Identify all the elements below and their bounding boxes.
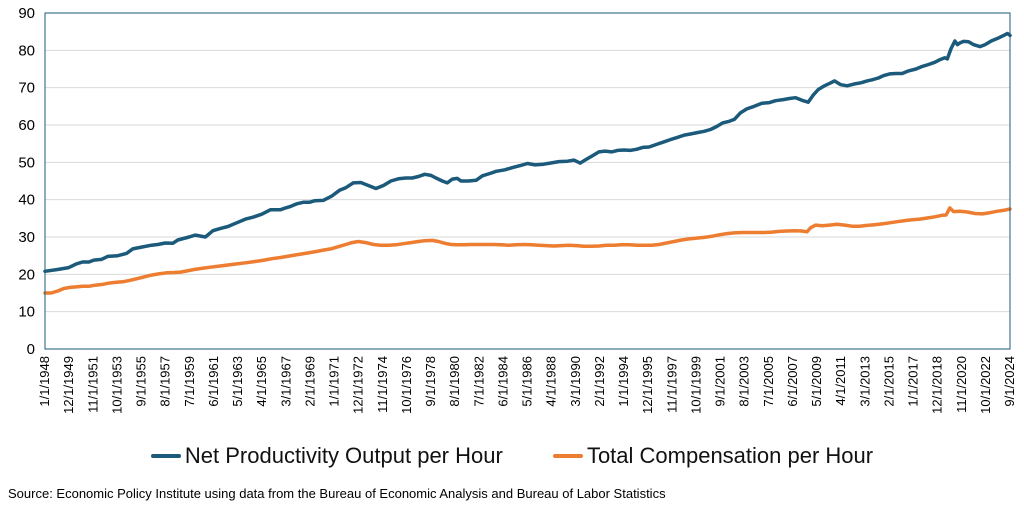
y-tick-label: 60 [18, 117, 35, 134]
x-tick-label: 10/1/1976 [399, 356, 414, 414]
x-tick-label: 12/1/1949 [61, 356, 76, 414]
series-layer [43, 31, 1012, 295]
x-tick-label: 4/1/1965 [254, 356, 269, 407]
y-axis: 0 10 20 30 40 50 60 70 80 90 [18, 5, 35, 358]
x-tick-label: 11/1/1974 [375, 356, 390, 413]
x-tick-label: 1/1/1948 [37, 356, 52, 407]
x-tick-label: 3/1/1990 [568, 356, 583, 407]
x-tick-label: 2/1/2015 [881, 356, 896, 407]
y-tick-label: 30 [18, 229, 35, 246]
x-tick-label: 8/1/1980 [447, 356, 462, 407]
x-tick-label: 7/1/1982 [471, 356, 486, 407]
x-tick-label: 7/1/2005 [761, 356, 776, 407]
x-tick-label: 6/1/1984 [495, 356, 510, 407]
source-note: Source: Economic Policy Institute using … [8, 486, 666, 501]
x-tick-label: 6/1/2007 [785, 356, 800, 407]
y-tick-label: 90 [18, 5, 35, 22]
legend-item-compensation: Total Compensation per Hour [552, 443, 874, 469]
legend-swatch-productivity [150, 454, 181, 458]
y-tick-label: 0 [27, 341, 35, 358]
x-tick-label: 7/1/1959 [182, 356, 197, 407]
x-tick-label: 5/1/1963 [230, 356, 245, 407]
x-tick-label: 11/1/1997 [664, 356, 679, 413]
x-tick-label: 10/1/1999 [688, 356, 703, 414]
y-tick-label: 20 [18, 266, 35, 283]
x-tick-label: 8/1/2003 [737, 356, 752, 407]
x-tick-label: 5/1/2009 [809, 356, 824, 407]
x-tick-label: 10/1/1953 [109, 356, 124, 414]
line-chart: 0 10 20 30 40 50 60 70 80 90 1/1/1948 12/1/1949 11/… [18, 5, 1017, 414]
x-tick-label: 10/1/2022 [978, 356, 993, 414]
legend-label-productivity: Net Productivity Output per Hour [184, 443, 503, 468]
y-tick-label: 50 [18, 154, 35, 171]
legend: Net Productivity Output per Hour Total C… [0, 438, 1024, 469]
y-tick-label: 10 [18, 304, 35, 321]
x-tick-label: 11/1/1951 [85, 356, 100, 413]
series-line-compensation [43, 206, 1012, 295]
series-line-productivity [43, 31, 1012, 274]
legend-swatch-compensation [552, 454, 583, 458]
x-tick-label: 5/1/1986 [520, 356, 535, 407]
x-tick-label: 11/1/2020 [954, 356, 969, 413]
x-axis: 1/1/1948 12/1/1949 11/1/1951 10/1/1953 9/1/1… [37, 356, 1017, 414]
x-tick-label: 3/1/1967 [278, 356, 293, 407]
x-tick-label: 9/1/1978 [423, 356, 438, 407]
gridlines [45, 49, 1010, 350]
y-tick-label: 80 [18, 42, 35, 59]
plot-frame [44, 12, 1011, 350]
x-tick-label: 1/1/1971 [327, 356, 342, 407]
x-tick-label: 1/1/2017 [906, 356, 921, 407]
x-tick-label: 6/1/1961 [206, 356, 221, 407]
x-tick-label: 12/1/2018 [930, 356, 945, 414]
x-tick-label: 9/1/2001 [713, 356, 728, 407]
x-tick-label: 9/1/2024 [1002, 356, 1017, 407]
x-tick-label: 8/1/1957 [158, 356, 173, 407]
legend-item-productivity: Net Productivity Output per Hour [150, 443, 503, 469]
x-tick-label: 2/1/1969 [302, 356, 317, 407]
x-tick-label: 9/1/1955 [134, 356, 149, 407]
x-tick-label: 12/1/1972 [351, 356, 366, 414]
x-tick-label: 1/1/1994 [616, 356, 631, 407]
x-tick-label: 12/1/1995 [640, 356, 655, 414]
x-tick-label: 2/1/1992 [592, 356, 607, 407]
y-tick-label: 40 [18, 192, 35, 209]
x-tick-label: 3/1/2013 [857, 356, 872, 407]
x-tick-label: 4/1/1988 [544, 356, 559, 407]
x-tick-label: 4/1/2011 [833, 356, 848, 406]
legend-label-compensation: Total Compensation per Hour [586, 443, 874, 468]
y-tick-label: 70 [18, 80, 35, 97]
